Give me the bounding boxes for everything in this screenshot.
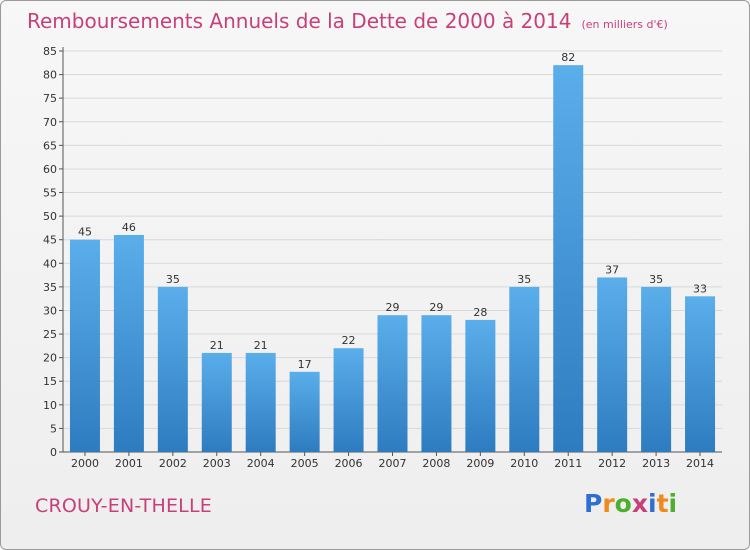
y-tick-label: 25: [43, 328, 57, 341]
x-tick-label: 2001: [115, 457, 143, 470]
x-tick-label: 2013: [642, 457, 670, 470]
bar: [69, 239, 100, 452]
y-tick-label: 35: [43, 281, 57, 294]
x-tick-label: 2006: [335, 457, 363, 470]
bar: [685, 296, 716, 452]
logo-letter: r: [602, 489, 615, 518]
y-tick-label: 70: [43, 116, 57, 129]
x-tick-label: 2014: [686, 457, 714, 470]
y-tick-label: 60: [43, 163, 57, 176]
y-tick-label: 80: [43, 69, 57, 82]
x-tick-label: 2007: [379, 457, 407, 470]
x-tick-label: 2005: [291, 457, 319, 470]
y-tick-label: 30: [43, 304, 57, 317]
bar: [641, 286, 672, 452]
city-name: CROUY-EN-THELLE: [35, 495, 212, 517]
value-label: 21: [254, 339, 268, 352]
x-tick-label: 2010: [510, 457, 538, 470]
y-tick-label: 40: [43, 257, 57, 270]
x-tick-label: 2011: [554, 457, 582, 470]
bar: [465, 319, 496, 452]
x-tick-label: 2008: [422, 457, 450, 470]
bar: [377, 315, 408, 452]
logo-letter: P: [584, 489, 603, 518]
chart-title: Remboursements Annuels de la Dette de 20…: [27, 9, 668, 33]
value-label: 17: [298, 358, 312, 371]
value-label: 28: [473, 306, 487, 319]
bar: [553, 65, 584, 452]
y-tick-label: 85: [43, 45, 57, 58]
logo-letter: i: [668, 489, 678, 518]
y-tick-label: 5: [50, 422, 57, 435]
y-tick-label: 75: [43, 92, 57, 105]
value-label: 21: [210, 339, 224, 352]
value-label: 29: [386, 301, 400, 314]
value-label: 37: [605, 263, 619, 276]
bar: [597, 277, 628, 452]
logo-letter: i: [648, 489, 657, 518]
bar: [245, 352, 276, 452]
logo-letter: t: [656, 489, 669, 518]
proxiti-logo[interactable]: Proxiti: [584, 489, 677, 518]
logo-letter: x: [631, 489, 648, 518]
bar: [113, 234, 144, 452]
labels: 0 5 10 15 20 25 30 35 40 45 50 55 60 65 70 75 80 85 45 2000…: [43, 45, 714, 470]
value-label: 35: [166, 273, 180, 286]
y-tick-label: 50: [43, 210, 57, 223]
value-label: 45: [78, 226, 92, 239]
bar: [509, 286, 540, 452]
bar: [157, 286, 188, 452]
x-tick-label: 2003: [203, 457, 231, 470]
value-label: 29: [429, 301, 443, 314]
y-tick-label: 0: [50, 446, 57, 459]
x-tick-label: 2004: [247, 457, 275, 470]
value-label: 82: [561, 51, 575, 64]
x-tick-label: 2012: [598, 457, 626, 470]
bars: [69, 65, 716, 452]
y-tick-label: 55: [43, 187, 57, 200]
value-label: 35: [649, 273, 663, 286]
chart-title-text: Remboursements Annuels de la Dette de 20…: [27, 9, 572, 33]
value-label: 22: [342, 334, 356, 347]
x-tick-label: 2000: [71, 457, 99, 470]
bar: [289, 371, 320, 452]
x-tick-label: 2002: [159, 457, 187, 470]
chart-unit: (en milliers d'€): [581, 18, 668, 31]
x-tick-label: 2009: [466, 457, 494, 470]
bar: [421, 315, 452, 452]
y-tick-label: 10: [43, 399, 57, 412]
y-tick-label: 20: [43, 352, 57, 365]
y-tick-label: 15: [43, 375, 57, 388]
y-tick-label: 45: [43, 234, 57, 247]
y-tick-label: 65: [43, 139, 57, 152]
bar: [333, 348, 364, 452]
value-label: 35: [517, 273, 531, 286]
bar: [201, 352, 232, 452]
logo-letter: o: [614, 489, 632, 518]
value-label: 33: [693, 282, 707, 295]
value-label: 46: [122, 221, 136, 234]
